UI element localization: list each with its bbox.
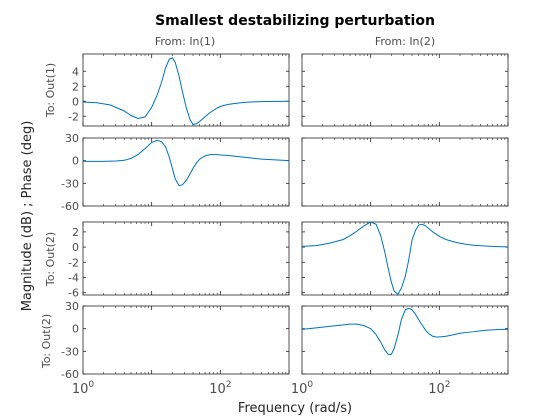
out2-in1-magnitude-axes-box [82,221,290,296]
out2-in2-magnitude-axes-box [301,221,509,296]
y-tick-label: 30 [65,300,79,313]
out1-in1-magnitude-axes-box [82,53,290,127]
row-label-out1: To: Out(1) [44,63,57,118]
y-tick-label: -30 [61,177,79,190]
out2-in2-magnitude-series-line [301,221,509,295]
row-label-out2-phase: To: Out(2) [40,314,53,369]
y-tick-label: 2 [72,226,79,239]
x-tick-label: 102 [209,380,231,397]
column-label-in1: From: In(1) [155,35,215,48]
out1-in1-phase-panel: -60 -30 0 30 [61,132,290,213]
y-tick-label: 4 [72,65,79,78]
y-tick-label: 0 [72,323,79,336]
out1-in2-phase-axes-box [301,137,509,207]
out1-in2-magnitude-panel [301,53,509,127]
y-tick-label: -4 [68,272,79,285]
x-tick-label: 102 [428,380,450,397]
y-tick-label: -60 [61,200,79,213]
x-axis-label: Frequency (rad/s) [238,401,352,416]
out2-in1-phase-axes-box [82,305,290,375]
y-tick-label: 0 [72,155,79,168]
out2-in1-phase-panel: -60 -30 0 30 [61,300,290,381]
row-label-out2: To: Out(2) [44,232,57,287]
y-tick-label: -60 [61,368,79,381]
out2-in2-phase-panel [301,305,509,375]
chart-title: Smallest destabilizing perturbation [155,13,435,29]
y-tick-label: -2 [68,256,79,269]
y-tick-label: -30 [61,345,79,358]
column-label-in2: From: In(2) [375,35,435,48]
y-tick-label: -6 [68,287,79,300]
y-tick-label: -2 [68,110,79,123]
x-tick-label: 100 [291,380,314,397]
out2-in2-phase-series-line [301,307,508,355]
out1-in2-magnitude-axes-box [301,53,509,127]
out1-in1-magnitude-panel: -2 0 2 4 [68,53,290,127]
out1-in1-phase-axes-box [82,137,290,207]
y-tick-label: 2 [72,80,79,93]
x-tick-label: 100 [72,380,95,397]
out1-in1-magnitude-series-line [82,57,290,126]
out2-in1-magnitude-panel: -6 -4 -2 0 2 [68,221,290,300]
out2-in2-magnitude-panel [301,221,509,296]
y-tick-label: 0 [72,95,79,108]
out1-in1-phase-series-line [83,139,290,187]
y-tick-label: 30 [65,132,79,145]
out2-in2-phase-axes-box [301,305,509,375]
y-axis-label: Magnitude (dB) ; Phase (deg) [20,121,35,312]
out1-in2-phase-panel [301,137,509,207]
y-tick-label: 0 [72,241,79,254]
